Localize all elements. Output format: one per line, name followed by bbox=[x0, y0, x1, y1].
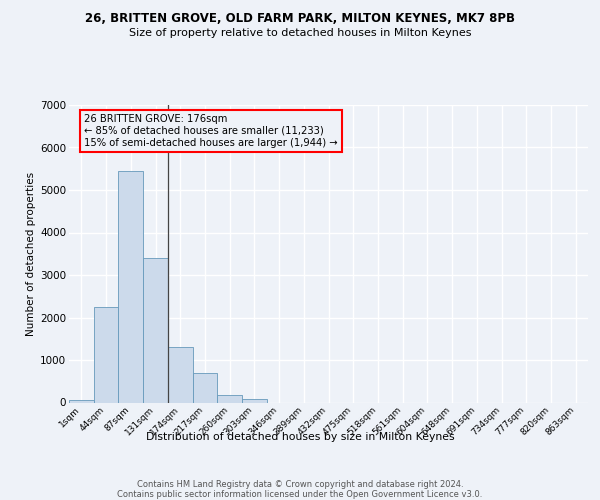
Bar bbox=[143, 258, 168, 402]
Text: Contains HM Land Registry data © Crown copyright and database right 2024.
Contai: Contains HM Land Registry data © Crown c… bbox=[118, 480, 482, 500]
Text: 26 BRITTEN GROVE: 176sqm
← 85% of detached houses are smaller (11,233)
15% of se: 26 BRITTEN GROVE: 176sqm ← 85% of detach… bbox=[85, 114, 338, 148]
Bar bbox=[69, 400, 94, 402]
Bar bbox=[242, 398, 267, 402]
Text: 26, BRITTEN GROVE, OLD FARM PARK, MILTON KEYNES, MK7 8PB: 26, BRITTEN GROVE, OLD FARM PARK, MILTON… bbox=[85, 12, 515, 26]
Bar bbox=[94, 307, 118, 402]
Bar bbox=[217, 395, 242, 402]
Text: Size of property relative to detached houses in Milton Keynes: Size of property relative to detached ho… bbox=[129, 28, 471, 38]
Bar bbox=[168, 347, 193, 403]
Text: Distribution of detached houses by size in Milton Keynes: Distribution of detached houses by size … bbox=[146, 432, 454, 442]
Bar bbox=[118, 171, 143, 402]
Bar bbox=[193, 373, 217, 402]
Y-axis label: Number of detached properties: Number of detached properties bbox=[26, 172, 36, 336]
